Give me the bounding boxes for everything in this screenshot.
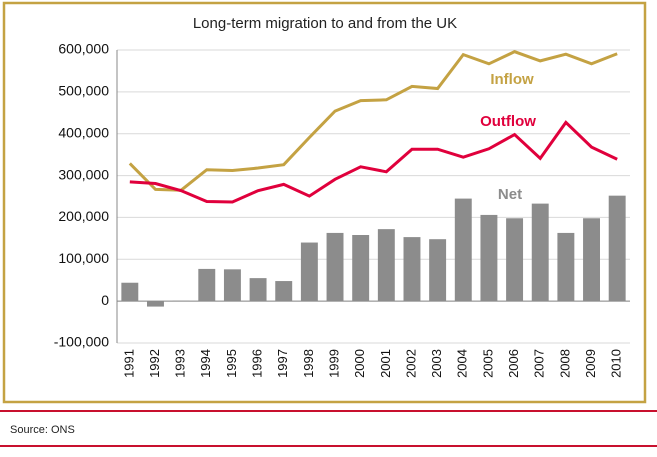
y-tick-label: 500,000 [58,83,109,99]
x-tick-label: 1995 [224,349,239,378]
x-tick-label: 2000 [352,349,367,378]
x-tick-label: 1997 [275,349,290,378]
x-tick-label: 2003 [429,349,444,378]
line [130,122,617,202]
series-label: Inflow [490,71,534,88]
bar [557,233,574,301]
y-tick-label: 200,000 [58,208,109,224]
x-tick-label: 2004 [455,349,470,378]
x-tick-label: 2006 [506,349,521,378]
x-tick-label: 1999 [326,349,341,378]
series-label: Outflow [480,113,536,130]
bar [121,283,138,301]
bar [327,233,344,301]
x-tick-label: 2010 [609,349,624,378]
bar [583,218,600,301]
bar [429,239,446,301]
x-tick-label: 1998 [301,349,316,378]
x-tick-label: 2008 [557,349,572,378]
x-tick-label: 2009 [583,349,598,378]
x-tick-label: 2007 [532,349,547,378]
bar [224,269,241,301]
x-tick-label: 2005 [480,349,495,378]
bar [275,281,292,301]
bar [352,235,369,301]
x-tick-label: 2002 [403,349,418,378]
bar [506,218,523,301]
bar [198,269,215,301]
bar [532,204,549,302]
y-tick-label: 600,000 [58,41,109,57]
series-label: Net [498,186,522,203]
y-tick-label: 400,000 [58,124,109,140]
bar [480,215,497,301]
bar [455,199,472,302]
x-tick-label: 1994 [198,349,213,378]
bar [147,301,164,306]
bar [404,237,421,301]
chart-title: Long-term migration to and from the UK [193,15,457,32]
y-tick-label: 0 [101,292,109,308]
x-tick-label: 1991 [121,349,136,378]
bar [301,243,318,302]
y-tick-label: 300,000 [58,166,109,182]
x-tick-label: 1992 [147,349,162,378]
bar [250,278,267,301]
bar [609,196,626,301]
x-tick-label: 1993 [173,349,188,378]
x-tick-label: 1996 [250,349,265,378]
x-tick-label: 2001 [378,349,393,378]
source-note: Source: ONS [10,424,75,436]
y-tick-label: 100,000 [58,250,109,266]
bar [378,229,395,301]
y-tick-label: -100,000 [54,334,109,350]
